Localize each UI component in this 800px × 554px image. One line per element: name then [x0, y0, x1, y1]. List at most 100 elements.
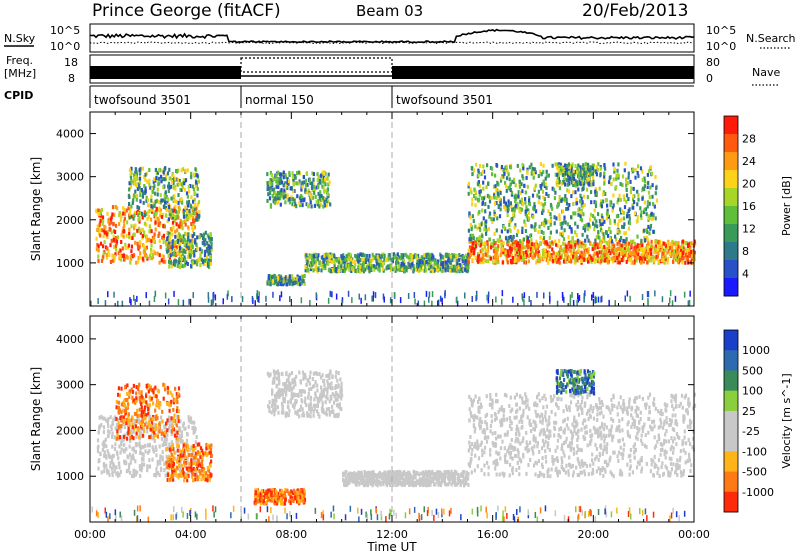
echo-cell — [604, 166, 607, 171]
echo-cell — [132, 216, 135, 221]
echo-cell — [135, 197, 138, 202]
echo-cell — [570, 164, 574, 169]
echo-cell — [477, 241, 481, 246]
echo-cell — [559, 222, 562, 226]
echo-cell — [133, 181, 136, 186]
echo-cell — [588, 168, 591, 173]
echo-cell — [142, 457, 145, 462]
echo-cell — [317, 183, 320, 188]
echo-cell — [128, 392, 131, 397]
echo-cell — [274, 196, 277, 201]
echo-cell — [578, 242, 581, 247]
echo-cell — [523, 219, 526, 224]
echo-cell — [276, 181, 279, 186]
echo-cell — [618, 246, 621, 251]
echo-cell — [102, 430, 105, 435]
echo-cell — [667, 239, 670, 244]
echo-cell — [281, 180, 284, 185]
echo-cell — [155, 198, 158, 203]
echo-cell — [654, 191, 657, 196]
echo-cell — [149, 217, 153, 222]
echo-cell — [668, 251, 672, 256]
echo-cell — [320, 198, 323, 203]
echo-cell — [621, 224, 624, 229]
echo-cell — [592, 182, 595, 187]
echo-cell — [113, 212, 116, 217]
echo-cell — [477, 236, 480, 241]
echo-cell — [623, 249, 626, 254]
echo-cell — [340, 258, 343, 262]
echo-cell — [194, 248, 198, 253]
echo-cell — [545, 174, 548, 179]
echo-cell — [572, 174, 575, 179]
echo-cell — [282, 183, 285, 188]
echo-cell — [177, 244, 180, 249]
echo-cell — [567, 162, 570, 167]
echo-cell — [297, 181, 300, 186]
echo-cell — [102, 425, 106, 430]
echo-cell — [323, 180, 326, 185]
echo-cell — [104, 245, 108, 250]
echo-cell — [353, 266, 356, 271]
echo-cell — [256, 293, 258, 300]
echo-cell — [138, 229, 141, 233]
echo-cell — [432, 255, 435, 260]
echo-cell — [320, 194, 323, 199]
echo-cell — [380, 263, 383, 268]
echo-cell — [584, 243, 587, 248]
echo-cell — [551, 186, 554, 191]
echo-cell — [688, 241, 691, 246]
echo-cell — [177, 260, 181, 265]
echo-cell — [171, 215, 174, 220]
echo-cell — [540, 256, 543, 261]
echo-cell — [568, 176, 571, 181]
echo-cell — [646, 200, 649, 205]
echo-cell — [317, 267, 320, 272]
echo-cell — [130, 166, 133, 171]
echo-cell — [640, 238, 643, 243]
echo-cell — [176, 239, 179, 244]
echo-cell — [163, 462, 166, 466]
echo-cell — [303, 180, 306, 185]
echo-cell — [150, 204, 153, 209]
echo-cell — [563, 175, 566, 180]
echo-cell — [573, 255, 576, 260]
echo-cell — [189, 239, 192, 244]
echo-cell — [621, 174, 625, 179]
echo-cell — [414, 266, 417, 271]
echo-cell — [153, 177, 156, 182]
echo-cell — [194, 184, 197, 189]
echo-cell — [527, 208, 530, 213]
echo-cell — [598, 257, 601, 262]
echo-cell — [353, 259, 357, 264]
echo-cell — [470, 227, 473, 232]
echo-cell — [493, 209, 496, 214]
echo-cell — [138, 244, 141, 249]
echo-cell — [494, 184, 497, 189]
echo-cell — [491, 172, 494, 177]
echo-cell — [115, 423, 119, 427]
echo-cell — [277, 170, 280, 175]
echo-cell — [638, 245, 641, 250]
echo-cell — [512, 296, 514, 303]
echo-cell — [326, 194, 329, 199]
echo-cell — [177, 392, 180, 397]
echo-cell — [481, 208, 484, 213]
echo-cell — [339, 261, 342, 266]
echo-cell — [416, 258, 419, 263]
echo-cell — [615, 252, 618, 257]
echo-cell — [147, 210, 150, 215]
echo-cell — [318, 200, 321, 205]
echo-cell — [288, 197, 291, 202]
echo-cell — [192, 211, 195, 216]
echo-cell — [639, 213, 643, 218]
echo-cell — [132, 470, 135, 475]
echo-cell — [535, 243, 538, 248]
echo-cell — [317, 174, 320, 179]
echo-cell — [551, 163, 554, 168]
echo-cell — [507, 172, 510, 177]
echo-cell — [565, 245, 568, 250]
echo-cell — [185, 438, 189, 443]
echo-cell — [175, 222, 178, 227]
echo-cell — [143, 213, 146, 218]
